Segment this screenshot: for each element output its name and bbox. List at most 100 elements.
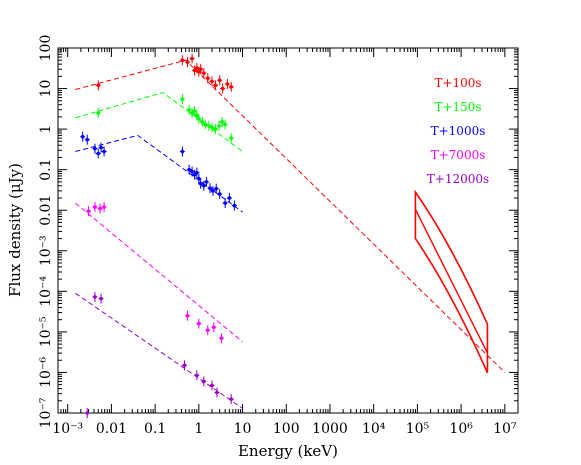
data-point xyxy=(209,122,215,133)
point-marker xyxy=(212,325,216,330)
point-marker xyxy=(197,116,201,121)
point-marker xyxy=(223,122,227,127)
data-point xyxy=(207,183,213,194)
point-marker xyxy=(96,83,101,88)
data-point xyxy=(216,120,222,131)
point-marker xyxy=(202,71,206,75)
legend-entry: T+100s xyxy=(434,76,481,90)
data-point xyxy=(196,173,202,184)
point-marker xyxy=(211,189,215,193)
point-marker xyxy=(192,68,197,73)
data-point xyxy=(182,360,188,371)
y-tick-label: 1 xyxy=(38,125,54,134)
point-marker xyxy=(213,127,218,131)
point-marker xyxy=(99,296,103,301)
data-point xyxy=(84,408,90,418)
data-point xyxy=(205,325,211,336)
data-point xyxy=(214,387,220,398)
data-point xyxy=(98,293,104,304)
point-marker xyxy=(229,85,234,89)
data-points xyxy=(80,53,237,418)
point-marker xyxy=(93,295,97,299)
data-point xyxy=(209,76,215,87)
data-point xyxy=(222,119,228,130)
y-tick-label: 0.1 xyxy=(38,159,54,181)
point-marker xyxy=(220,86,225,91)
y-tick-label: 10 xyxy=(38,80,54,98)
data-point xyxy=(92,143,98,154)
point-marker xyxy=(202,184,206,188)
data-point xyxy=(92,202,98,213)
data-point xyxy=(101,202,107,213)
point-marker xyxy=(185,313,190,318)
point-marker xyxy=(198,181,203,186)
data-point xyxy=(212,80,218,91)
point-marker xyxy=(180,149,185,154)
y-tick-label: 10⁻³ xyxy=(38,235,54,266)
data-point xyxy=(92,291,98,302)
x-tick-label: 0.1 xyxy=(144,421,166,437)
x-tick-label: 10⁵ xyxy=(406,421,430,437)
point-marker xyxy=(195,66,199,70)
y-tick-label: 100 xyxy=(38,35,54,62)
x-tick-label: 1000 xyxy=(312,421,348,437)
point-marker xyxy=(205,76,210,81)
data-point xyxy=(95,148,101,159)
data-point xyxy=(196,318,202,329)
xray-bowtie xyxy=(414,189,489,374)
point-marker xyxy=(217,78,222,83)
point-marker xyxy=(210,79,214,84)
point-marker xyxy=(214,186,219,191)
point-marker xyxy=(227,196,232,200)
data-point xyxy=(228,394,234,405)
point-marker xyxy=(203,122,208,127)
xray-bowtie-outline xyxy=(414,189,489,374)
data-point xyxy=(179,94,185,105)
point-marker xyxy=(225,82,230,86)
point-marker xyxy=(102,205,106,209)
data-point xyxy=(211,322,217,333)
point-marker xyxy=(86,209,91,213)
point-marker xyxy=(99,145,103,150)
model-line-series-1 xyxy=(75,91,243,152)
point-marker xyxy=(180,58,185,63)
point-marker xyxy=(190,56,194,61)
data-point xyxy=(179,146,185,157)
point-marker xyxy=(217,124,221,128)
data-point xyxy=(194,370,200,381)
y-tick-label: 10⁻⁷ xyxy=(38,397,54,428)
data-point xyxy=(201,68,207,79)
model-line-series-4 xyxy=(75,292,243,409)
data-point xyxy=(206,120,212,131)
data-point xyxy=(184,310,190,321)
data-point xyxy=(186,164,192,175)
point-marker xyxy=(85,137,90,142)
point-marker xyxy=(210,125,214,130)
data-point xyxy=(231,200,237,211)
point-marker xyxy=(220,120,224,124)
legend-entry: T+12000s xyxy=(427,172,489,186)
data-point xyxy=(198,64,204,75)
data-point xyxy=(209,380,215,391)
data-point xyxy=(98,142,104,153)
data-point xyxy=(222,198,228,209)
point-marker xyxy=(229,397,234,401)
point-marker xyxy=(195,113,199,118)
x-axis-title: Energy (keV) xyxy=(238,442,338,460)
model-line-series-2 xyxy=(75,134,243,213)
data-point xyxy=(184,57,190,68)
point-marker xyxy=(219,336,224,340)
data-point xyxy=(186,104,192,115)
data-point xyxy=(97,203,103,214)
point-marker xyxy=(195,170,199,175)
point-marker xyxy=(215,390,219,395)
data-point xyxy=(189,166,195,177)
data-point xyxy=(219,333,225,344)
data-point xyxy=(192,105,198,116)
point-marker xyxy=(195,373,199,378)
point-marker xyxy=(187,107,191,112)
model-line-series-0 xyxy=(75,59,506,373)
x-tick-label: 10⁻³ xyxy=(52,421,83,437)
point-marker xyxy=(207,124,211,128)
y-axis-title: Flux density (μJy) xyxy=(6,163,24,297)
